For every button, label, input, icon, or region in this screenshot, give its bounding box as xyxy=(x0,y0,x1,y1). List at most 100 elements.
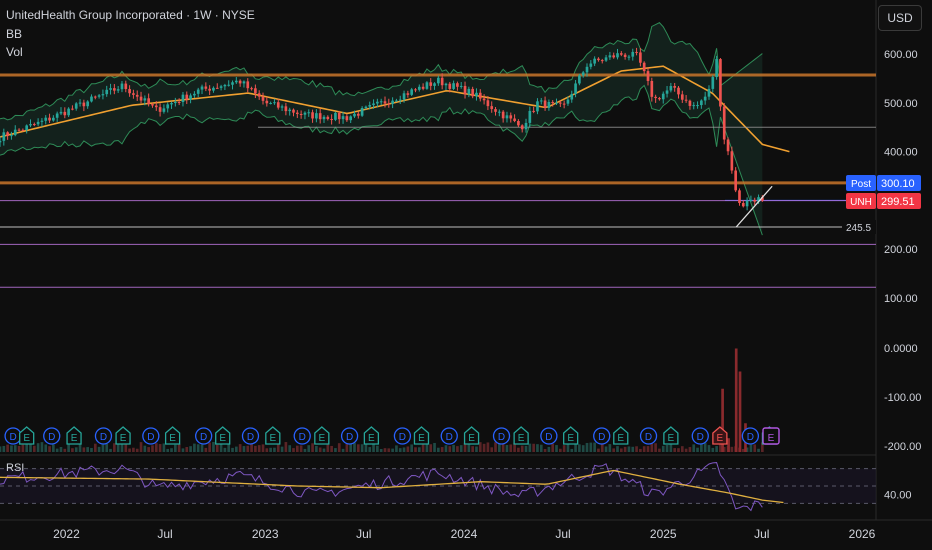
earnings-marker[interactable] xyxy=(115,426,131,445)
candle-body[interactable] xyxy=(543,100,547,108)
indicator-vol-label[interactable]: Vol xyxy=(6,45,23,59)
candle-body[interactable] xyxy=(635,51,638,53)
candle-body[interactable] xyxy=(48,117,51,121)
candle-body[interactable] xyxy=(204,86,208,89)
candle-body[interactable] xyxy=(547,101,551,108)
candle-body[interactable] xyxy=(658,98,661,100)
candle-body[interactable] xyxy=(97,95,101,97)
candle-body[interactable] xyxy=(402,93,406,100)
candle-body[interactable] xyxy=(578,75,581,84)
candle-body[interactable] xyxy=(391,100,394,104)
dividend-marker[interactable] xyxy=(340,427,359,445)
candle-body[interactable] xyxy=(345,116,349,121)
event-markers[interactable]: DEDEDEDEDEDEDEDEDEDEDEDEDEDEDEDEE xyxy=(4,426,780,445)
currency-button[interactable]: USD xyxy=(878,5,922,31)
candle-body[interactable] xyxy=(162,108,166,112)
dividend-marker[interactable] xyxy=(293,427,311,445)
candle-body[interactable] xyxy=(36,121,40,125)
candle-body[interactable] xyxy=(303,112,307,115)
candle-body[interactable] xyxy=(196,89,200,94)
candle-body[interactable] xyxy=(711,77,715,89)
candle-body[interactable] xyxy=(734,170,738,191)
candle-body[interactable] xyxy=(200,86,204,90)
candle-body[interactable] xyxy=(581,72,585,76)
candle-body[interactable] xyxy=(650,80,654,97)
candle-body[interactable] xyxy=(139,96,143,101)
candle-body[interactable] xyxy=(326,116,330,120)
candle-body[interactable] xyxy=(113,88,116,91)
earnings-marker[interactable] xyxy=(66,426,82,445)
candle-body[interactable] xyxy=(585,66,589,73)
candle-body[interactable] xyxy=(425,82,429,89)
candle-body[interactable] xyxy=(623,54,627,57)
candle-body[interactable] xyxy=(661,93,665,100)
candle-body[interactable] xyxy=(498,111,501,113)
candle-body[interactable] xyxy=(132,93,135,95)
candle-body[interactable] xyxy=(566,99,570,104)
candle-body[interactable] xyxy=(52,117,55,121)
dividend-marker[interactable] xyxy=(593,427,611,445)
candle-body[interactable] xyxy=(490,106,494,110)
candle-body[interactable] xyxy=(120,83,124,90)
candle-body[interactable] xyxy=(414,89,417,91)
candle-body[interactable] xyxy=(539,100,543,102)
candle-body[interactable] xyxy=(242,81,246,84)
earnings-marker[interactable] xyxy=(314,426,330,445)
candle-body[interactable] xyxy=(273,102,276,104)
candle-body[interactable] xyxy=(212,87,215,91)
candle-body[interactable] xyxy=(223,84,227,87)
candle-body[interactable] xyxy=(532,110,535,112)
candle-body[interactable] xyxy=(536,101,539,112)
candle-body[interactable] xyxy=(135,94,139,97)
candle-body[interactable] xyxy=(665,90,669,94)
candle-body[interactable] xyxy=(437,77,440,84)
candle-body[interactable] xyxy=(231,82,234,85)
earnings-marker[interactable] xyxy=(513,426,529,445)
candle-body[interactable] xyxy=(307,112,311,114)
candle-body[interactable] xyxy=(368,105,372,107)
dividend-marker[interactable] xyxy=(691,427,709,445)
candle-body[interactable] xyxy=(101,94,105,96)
candle-body[interactable] xyxy=(29,124,32,126)
candle-body[interactable] xyxy=(719,59,722,107)
candle-body[interactable] xyxy=(364,106,368,108)
candle-body[interactable] xyxy=(715,59,718,78)
candle-body[interactable] xyxy=(589,63,593,67)
earnings-marker[interactable] xyxy=(613,426,629,445)
candle-body[interactable] xyxy=(257,93,261,97)
earnings-marker[interactable] xyxy=(164,426,181,445)
candle-body[interactable] xyxy=(63,111,67,116)
candlesticks[interactable] xyxy=(0,47,764,211)
candle-body[interactable] xyxy=(341,116,345,120)
candle-body[interactable] xyxy=(21,129,25,131)
candle-body[interactable] xyxy=(154,105,158,108)
candle-body[interactable] xyxy=(452,83,455,89)
candle-body[interactable] xyxy=(486,100,490,107)
dividend-marker[interactable] xyxy=(142,427,160,445)
candle-body[interactable] xyxy=(124,83,128,90)
candle-body[interactable] xyxy=(265,100,269,104)
candle-body[interactable] xyxy=(78,102,82,104)
candle-body[interactable] xyxy=(59,111,63,114)
candle-body[interactable] xyxy=(738,190,741,204)
candle-body[interactable] xyxy=(128,89,131,94)
candle-body[interactable] xyxy=(570,94,574,100)
candle-body[interactable] xyxy=(574,83,577,95)
candle-body[interactable] xyxy=(433,83,436,86)
candle-body[interactable] xyxy=(761,197,764,201)
candle-body[interactable] xyxy=(44,117,48,121)
candle-body[interactable] xyxy=(642,62,646,72)
candle-body[interactable] xyxy=(463,85,467,95)
candle-body[interactable] xyxy=(627,56,631,58)
candle-body[interactable] xyxy=(639,52,642,63)
candle-body[interactable] xyxy=(501,111,505,119)
candle-body[interactable] xyxy=(383,101,387,104)
candle-body[interactable] xyxy=(444,83,448,86)
candle-body[interactable] xyxy=(604,57,608,61)
dividend-marker[interactable] xyxy=(43,427,61,445)
candle-body[interactable] xyxy=(105,89,109,95)
earnings-marker[interactable] xyxy=(463,426,480,445)
dividend-marker[interactable] xyxy=(195,427,213,445)
earnings-marker[interactable] xyxy=(265,426,281,445)
